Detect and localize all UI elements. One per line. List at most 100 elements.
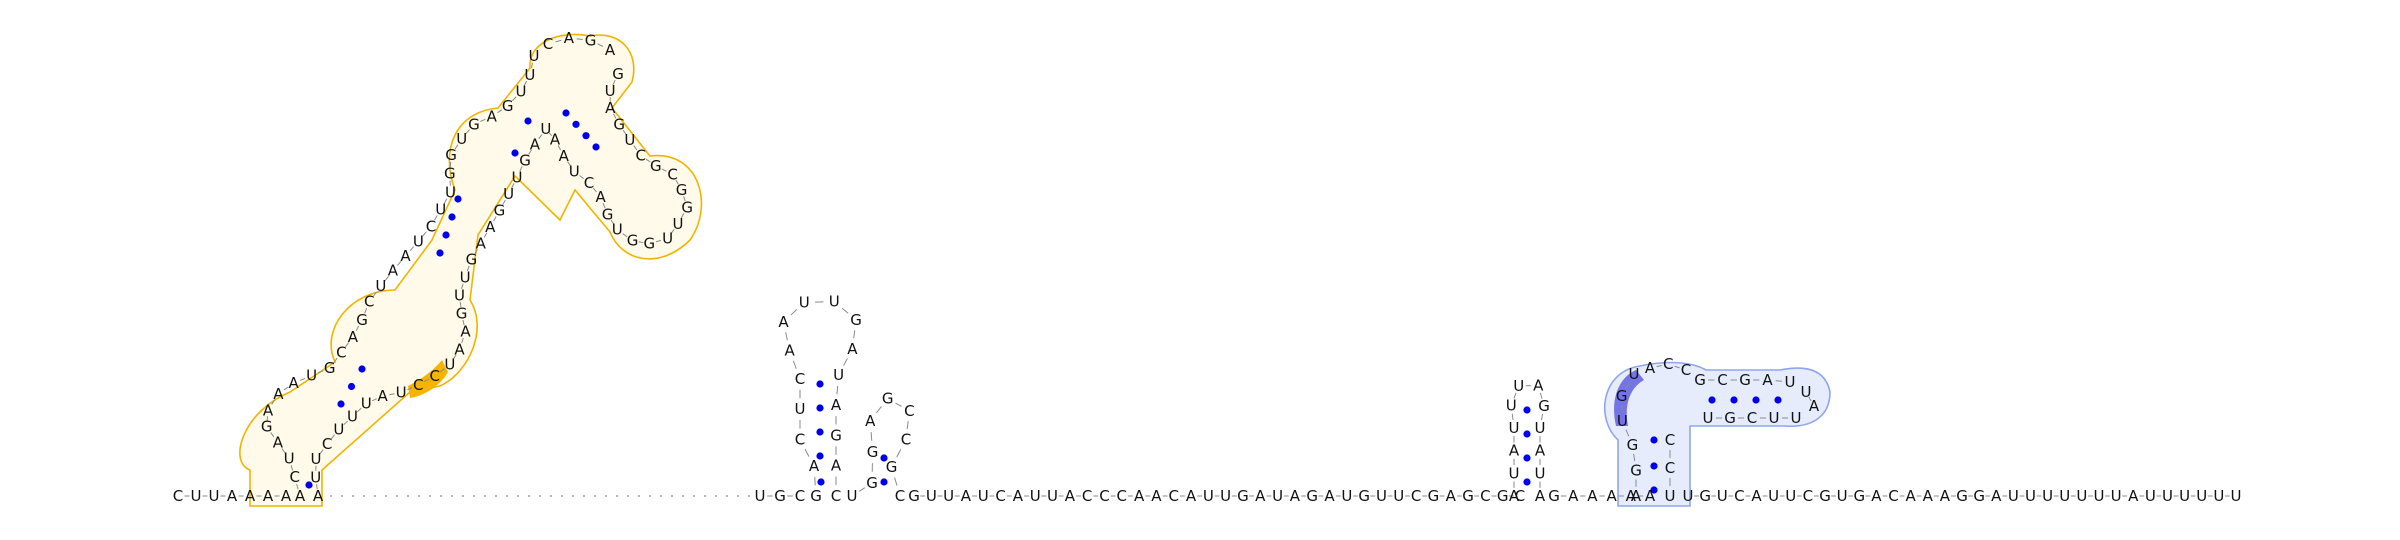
base-pair-dot (582, 132, 590, 140)
helix-1-left-nucleotide: A (295, 487, 306, 505)
middle-run-nucleotide: A (1065, 487, 1076, 505)
domain-2-stem-left-link (1625, 381, 1630, 389)
three-prime-run-nucleotide: U (1683, 487, 1694, 505)
hairpin-4-nucleotide: G (1538, 397, 1550, 415)
five-prime-run-nucleotide: C (173, 487, 183, 505)
helix-1-top-loop-nucleotide: A (605, 41, 616, 59)
middle-run-nucleotide: C (1099, 487, 1109, 505)
helix-1-right-link (661, 168, 667, 172)
base-pair-dot (816, 452, 824, 460)
helix-1-right-nucleotide: A (605, 99, 616, 117)
hairpin-2-link (841, 307, 849, 314)
base-pair-dot (436, 249, 444, 257)
helix-1-right-link (357, 407, 362, 413)
base-pair-dot (1774, 396, 1782, 404)
helix-1-right-link (462, 319, 465, 326)
helix-1-right-link (670, 228, 675, 234)
helix-1-left-nucleotide: U (435, 200, 446, 218)
helix-1-left-nucleotide: U (524, 66, 535, 84)
hairpin-4-nucleotide: A (1535, 442, 1546, 460)
hairpin-3-link (876, 406, 882, 414)
helix-1-right-link (612, 79, 616, 86)
middle-run-nucleotide: U (1376, 487, 1387, 505)
hairpin-4-link (1511, 413, 1514, 421)
hairpin-2-nucleotide: U (799, 293, 810, 311)
helix-1-left-nucleotide: G (468, 115, 480, 133)
helix-1-right-nucleotide: U (662, 230, 673, 248)
helix-1-right-nucleotide: U (569, 162, 580, 180)
base-pair-dot (1523, 478, 1531, 486)
helix-1-left-nucleotide: G (502, 97, 514, 115)
helix-1-right-nucleotide: U (311, 450, 322, 468)
helix-1-left-nucleotide: G (356, 311, 368, 329)
hairpin-4-nucleotide: A (1535, 487, 1546, 505)
helix-1-right-link (680, 213, 685, 219)
helix-1-right-nucleotide: U (333, 420, 344, 438)
helix-1-left-nucleotide: C (364, 293, 374, 311)
helix-1-right-nucleotide: A (476, 234, 487, 252)
helix-1-right-nucleotide: G (456, 304, 468, 322)
helix-1-left-nucleotide: A (388, 262, 399, 280)
hairpin-4-link (1540, 413, 1544, 421)
helix-1-right-nucleotide: G (494, 202, 506, 220)
linker-nucleotide: G (774, 487, 786, 505)
hairpin-4-nucleotide: U (1513, 377, 1524, 395)
middle-run-nucleotide: C (1082, 487, 1092, 505)
hairpin-4-tail-nucleotide: A (1568, 487, 1579, 505)
middle-run-nucleotide: U (1341, 487, 1352, 505)
helix-1-left-nucleotide: U (456, 130, 467, 148)
three-prime-run-nucleotide: G (1699, 487, 1711, 505)
helix-1-right-nucleotide: A (378, 387, 389, 405)
three-prime-run-nucleotide: U (2025, 487, 2036, 505)
base-pair-dot (880, 454, 888, 462)
helix-1-left-nucleotide: G (324, 359, 336, 377)
helix-1-right-nucleotide: C (667, 165, 677, 183)
helix-1-right-nucleotide: G (650, 157, 662, 175)
three-prime-run-nucleotide: A (1751, 487, 1762, 505)
hairpin-3-nucleotide: G (882, 390, 894, 408)
helix-1-right-link (493, 216, 497, 222)
helix-1-right-link (602, 203, 606, 209)
hairpin-4-nucleotide: U (1509, 464, 1520, 482)
three-prime-run-nucleotide: U (2111, 487, 2122, 505)
hairpin-3-nucleotide: G (867, 443, 879, 461)
three-prime-run-nucleotide: A (1871, 487, 1882, 505)
hairpin-4-nucleotide: A (1533, 377, 1544, 395)
three-prime-run-nucleotide: C (1888, 487, 1898, 505)
helix-1-right-link (683, 196, 686, 202)
domain-2-stem-left-nucleotide: U (1629, 365, 1640, 383)
helix-1-right-link (466, 265, 470, 272)
domain-1-highlight (408, 360, 448, 398)
helix-1-right-link (638, 241, 644, 243)
three-prime-run-nucleotide: U (2179, 487, 2190, 505)
helix-1-left-nucleotide: U (413, 232, 424, 250)
helix-1-right-nucleotide: G (627, 232, 639, 250)
domain-2-stem-left-nucleotide: G (1630, 461, 1642, 479)
helix-1-left-link (299, 377, 306, 381)
base-pair-dot (1708, 396, 1716, 404)
helix-1-top-loop-link (555, 39, 562, 43)
three-prime-run-nucleotide: G (1819, 487, 1831, 505)
helix-1-right-link (319, 449, 324, 455)
base-pair-dot (454, 195, 462, 203)
three-prime-run-nucleotide: U (2213, 487, 2224, 505)
middle-run-nucleotide: A (1186, 487, 1197, 505)
domain-2-loop-top-link (1656, 365, 1662, 368)
domain-2-arm-bottom-nucleotide: C (1747, 409, 1757, 427)
helix-1-right-link (655, 239, 662, 243)
hairpin-4-tail-nucleotide: A (1626, 487, 1637, 505)
hairpin-2-nucleotide: C (795, 370, 805, 388)
base-pair-dot (442, 231, 450, 239)
domain-2-loop-top-nucleotide: C (1681, 361, 1691, 379)
middle-run-nucleotide: U (1220, 487, 1231, 505)
middle-run-nucleotide: A (1013, 487, 1024, 505)
domain-2-stem-right-nucleotide: C (1665, 459, 1675, 477)
helix-1-left-link (290, 465, 294, 471)
helix-1-left-nucleotide: A (400, 247, 411, 265)
base-pair-dot (524, 117, 532, 125)
helix-1-right-nucleotide: A (596, 188, 607, 206)
domain-2-stem-left-nucleotide: G (1616, 387, 1628, 405)
helix-1-right-link (389, 393, 395, 396)
base-pair-dot (816, 380, 824, 388)
